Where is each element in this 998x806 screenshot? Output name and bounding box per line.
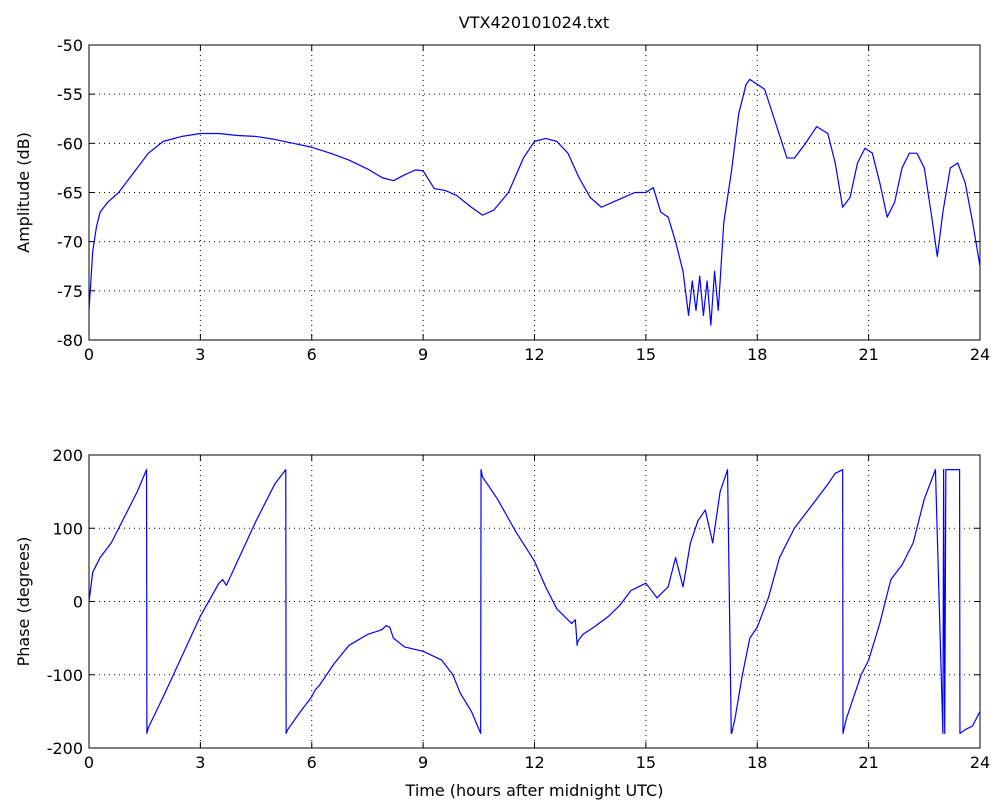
amplitude-y-tick-label-2: -70 — [57, 233, 83, 252]
phase-x-tick-label-5: 15 — [636, 753, 656, 772]
phase-y-axis-label: Phase (degrees) — [14, 537, 33, 667]
phase-x-tick-label-0: 0 — [84, 753, 94, 772]
amplitude-x-tick-label-5: 15 — [636, 345, 656, 364]
phase-x-tick-label-4: 12 — [524, 753, 544, 772]
phase-y-tick-label-3: 100 — [52, 519, 83, 538]
amplitude-y-axis-label: Amplitude (dB) — [14, 132, 33, 253]
amplitude-x-tick-label-0: 0 — [84, 345, 94, 364]
amplitude-series-line-0 — [88, 78, 981, 326]
amplitude-x-tick-label-3: 9 — [418, 345, 428, 364]
amplitude-y-tick-label-0: -80 — [57, 331, 83, 350]
amplitude-x-tick-label-2: 6 — [307, 345, 317, 364]
phase-axes: 0 3 6 9 12 15 18 21 24 -200 -100 0 100 200 Phase (degr… — [14, 446, 990, 800]
amplitude-x-tick-label-6: 18 — [747, 345, 767, 364]
phase-x-axis-label: Time (hours after midnight UTC) — [405, 781, 664, 800]
phase-x-tick-label-6: 18 — [747, 753, 767, 772]
amplitude-y-tick-label-5: -55 — [57, 85, 83, 104]
phase-x-tick-label-7: 21 — [858, 753, 878, 772]
phase-y-tick-label-2: 0 — [73, 593, 83, 612]
amplitude-y-tick-label-3: -65 — [57, 184, 83, 203]
phase-x-tick-label-1: 3 — [195, 753, 205, 772]
amplitude-x-tick-label-8: 24 — [970, 345, 990, 364]
amplitude-y-tick-label-6: -50 — [57, 36, 83, 55]
phase-x-tick-label-2: 6 — [307, 753, 317, 772]
amplitude-x-tick-label-4: 12 — [524, 345, 544, 364]
amplitude-y-tick-label-4: -60 — [57, 134, 83, 153]
chart-title: VTX420101024.txt — [459, 13, 609, 32]
amplitude-axes: 0 3 6 9 12 15 18 21 24 -80 -75 -70 -65 -60 -55 -50 Ampli… — [14, 36, 990, 364]
amplitude-x-tick-label-7: 21 — [858, 345, 878, 364]
phase-y-tick-label-4: 200 — [52, 446, 83, 465]
phase-x-tick-label-8: 24 — [970, 753, 990, 772]
phase-y-tick-label-0: -200 — [47, 739, 83, 758]
phase-x-tick-label-3: 9 — [418, 753, 428, 772]
amplitude-x-tick-label-1: 3 — [195, 345, 205, 364]
amplitude-y-tick-label-1: -75 — [57, 282, 83, 301]
phase-series-line-0 — [88, 469, 981, 734]
phase-y-tick-label-1: -100 — [47, 666, 83, 685]
